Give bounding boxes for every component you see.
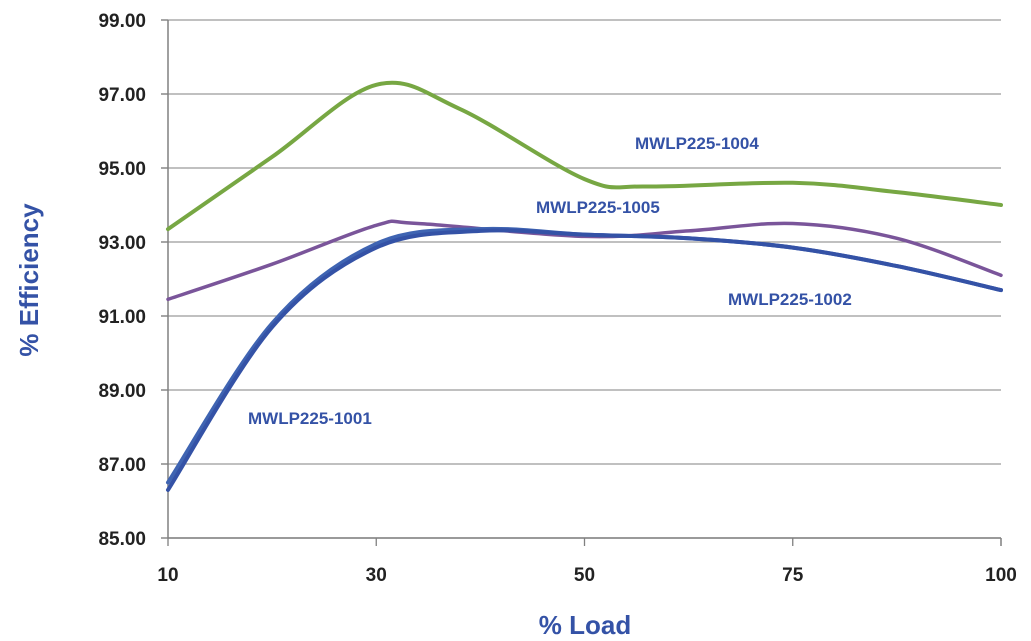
x-tick-label: 50	[574, 565, 595, 586]
series-label-mwlp225-1004: MWLP225-1004	[635, 134, 759, 153]
series-label-mwlp225-1002: MWLP225-1002	[728, 290, 852, 309]
series-line-mwlp225-1001	[166, 228, 1003, 492]
x-tick-label: 100	[985, 565, 1017, 586]
series-label-mwlp225-1005: MWLP225-1005	[536, 198, 660, 217]
axes	[167, 20, 1002, 546]
gridlines	[161, 19, 1001, 539]
x-tick-label: 10	[157, 565, 178, 586]
x-tick-label: 75	[782, 565, 804, 586]
y-tick-label: 95.00	[98, 159, 146, 180]
y-tick-label: 91.00	[98, 307, 146, 328]
series-line-mwlp225-1004	[166, 80, 1003, 232]
y-tick-label: 93.00	[98, 233, 146, 254]
x-axis-title: % Load	[539, 610, 631, 640]
y-tick-label: 85.00	[98, 529, 146, 550]
series-line-mwlp225-1002	[166, 226, 1003, 485]
series-lines	[166, 80, 1003, 492]
series-labels: MWLP225-1004 MWLP225-1005 MWLP225-1002 MWLP…	[248, 134, 852, 428]
y-tick-label: 99.00	[98, 11, 146, 32]
series-label-mwlp225-1001: MWLP225-1001	[248, 409, 372, 428]
y-tick-label: 97.00	[98, 85, 146, 106]
y-tick-label: 89.00	[98, 381, 146, 402]
tick-labels: 85.00 87.00 89.00 91.00 93.00 95.00 97.00 99.00…	[98, 11, 1016, 586]
y-tick-label: 87.00	[98, 455, 146, 476]
y-axis-title: % Efficiency	[14, 203, 44, 357]
x-tick-label: 30	[366, 565, 387, 586]
